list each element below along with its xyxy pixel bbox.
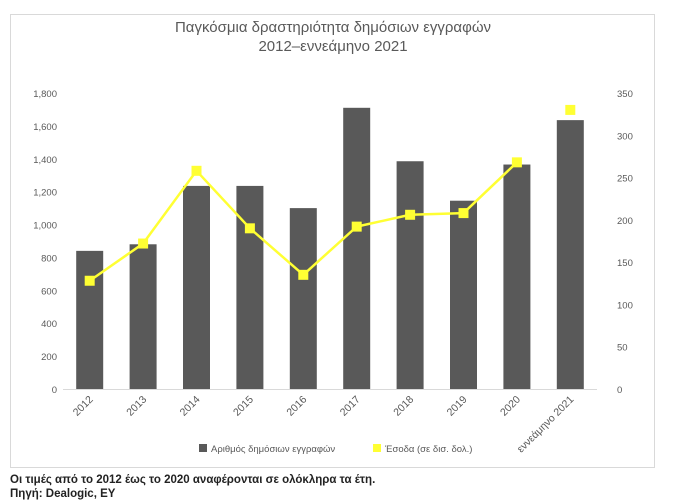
y-left-tick-label: 0 xyxy=(52,385,57,396)
revenue-point-2017 xyxy=(351,221,362,232)
y-right-tick-label: 0 xyxy=(617,385,622,396)
x-tick-label: 2018 xyxy=(391,394,416,419)
chart-note: Οι τιμές από το 2012 έως το 2020 αναφέρο… xyxy=(10,474,376,486)
x-tick-label: 2016 xyxy=(284,394,309,419)
x-tick-label: 2019 xyxy=(445,394,470,419)
y-left-tick-label: 200 xyxy=(41,352,57,363)
revenue-point-2015 xyxy=(244,223,255,234)
x-tick-label: 2015 xyxy=(231,394,256,419)
x-tick-label: 2012 xyxy=(71,394,96,419)
bar-2012 xyxy=(76,250,104,389)
revenue-point-2014 xyxy=(191,165,202,176)
revenue-point-2020 xyxy=(511,157,522,168)
x-tick-label: 2013 xyxy=(124,394,149,419)
chart-source: Πηγή: Dealogic, EY xyxy=(10,488,116,500)
y-left-tick-label: 1,600 xyxy=(33,122,57,133)
chart: Παγκόσμια δραστηριότητα δημόσιων εγγραφώ… xyxy=(33,19,633,456)
chart-title-line-2: 2012–εννεάμηνο 2021 xyxy=(258,38,407,55)
y-left-tick-label: 400 xyxy=(41,319,57,330)
y-right-tick-label: 250 xyxy=(617,174,633,185)
y-left-tick-label: 1,800 xyxy=(33,89,57,100)
y-left-tick-label: 1,400 xyxy=(33,155,57,166)
x-tick-label: 2017 xyxy=(338,394,363,419)
y-right-tick-label: 150 xyxy=(617,258,633,269)
revenue-point-2018 xyxy=(405,209,416,220)
y-left-tick-label: 800 xyxy=(41,253,57,264)
y-left-tick-label: 600 xyxy=(41,286,57,297)
bar-2019 xyxy=(450,200,477,389)
y-right-tick-label: 100 xyxy=(617,300,633,311)
y-left-tick-label: 1,200 xyxy=(33,188,57,199)
x-tick-label: 2020 xyxy=(498,394,523,419)
chart-frame xyxy=(10,14,655,468)
y-right-tick-label: 300 xyxy=(617,131,633,142)
x-tick-label: εννεάμηνο 2021 xyxy=(515,394,577,456)
revenue-point-2012 xyxy=(84,275,95,286)
y-right-tick-label: 350 xyxy=(617,89,633,100)
revenue-point-2019 xyxy=(458,208,469,219)
legend-line-label: Έσοδα (σε δισ. δολ.) xyxy=(384,444,472,455)
y-left-tick-label: 1,000 xyxy=(33,221,57,232)
revenue-point-2016 xyxy=(298,269,309,280)
x-tick-label: 2014 xyxy=(178,394,203,419)
revenue-point-2013 xyxy=(138,238,149,249)
bar-2018 xyxy=(396,161,424,389)
revenue-point-εννεάμηνο 2021 xyxy=(565,104,576,115)
bar-2017 xyxy=(343,107,371,390)
chart-title-line-1: Παγκόσμια δραστηριότητα δημόσιων εγγραφώ… xyxy=(175,19,491,36)
bar-2016 xyxy=(289,208,317,389)
bar-2013 xyxy=(129,244,157,389)
y-right-tick-label: 50 xyxy=(617,343,628,354)
bar-2014 xyxy=(183,185,210,389)
y-right-tick-label: 200 xyxy=(617,216,633,227)
legend-bar-label: Αριθμός δημόσιων εγγραφών xyxy=(211,444,335,455)
legend-line-swatch xyxy=(373,444,381,452)
bar-εννεάμηνο 2021 xyxy=(556,120,584,389)
bar-2020 xyxy=(503,164,531,389)
legend-bar-swatch xyxy=(199,444,207,452)
